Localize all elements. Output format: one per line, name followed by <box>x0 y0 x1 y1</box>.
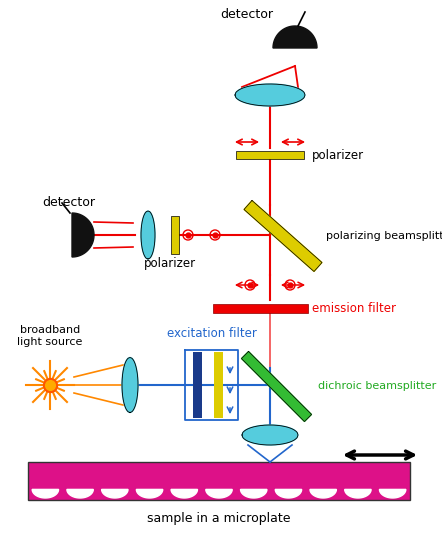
Text: excitation filter: excitation filter <box>167 327 256 340</box>
Text: polarizer: polarizer <box>312 148 364 161</box>
Polygon shape <box>67 489 93 498</box>
Polygon shape <box>345 489 371 498</box>
Text: sample in a microplate: sample in a microplate <box>147 512 291 525</box>
Polygon shape <box>240 489 267 498</box>
Bar <box>213 352 222 418</box>
Bar <box>236 151 304 159</box>
Text: detector: detector <box>42 196 95 209</box>
Polygon shape <box>244 200 322 271</box>
Polygon shape <box>206 489 232 498</box>
Bar <box>171 216 179 254</box>
Text: detector: detector <box>220 8 273 21</box>
Text: broadband
light source: broadband light source <box>17 325 83 347</box>
Bar <box>193 352 202 418</box>
Polygon shape <box>273 26 317 48</box>
Polygon shape <box>241 351 312 421</box>
Bar <box>213 303 308 312</box>
Text: emission filter: emission filter <box>312 302 396 315</box>
Polygon shape <box>141 211 155 259</box>
Polygon shape <box>102 489 128 498</box>
Polygon shape <box>242 425 298 445</box>
Polygon shape <box>122 357 138 412</box>
Polygon shape <box>275 489 301 498</box>
Polygon shape <box>310 489 336 498</box>
Text: polarizing beamsplitter: polarizing beamsplitter <box>326 231 442 241</box>
Polygon shape <box>136 489 163 498</box>
Text: dichroic beamsplitter: dichroic beamsplitter <box>318 381 436 391</box>
Polygon shape <box>171 489 198 498</box>
Polygon shape <box>32 489 58 498</box>
Polygon shape <box>379 489 406 498</box>
Bar <box>28 462 410 500</box>
Text: polarizer: polarizer <box>144 257 196 270</box>
Polygon shape <box>72 213 94 257</box>
Polygon shape <box>235 84 305 106</box>
